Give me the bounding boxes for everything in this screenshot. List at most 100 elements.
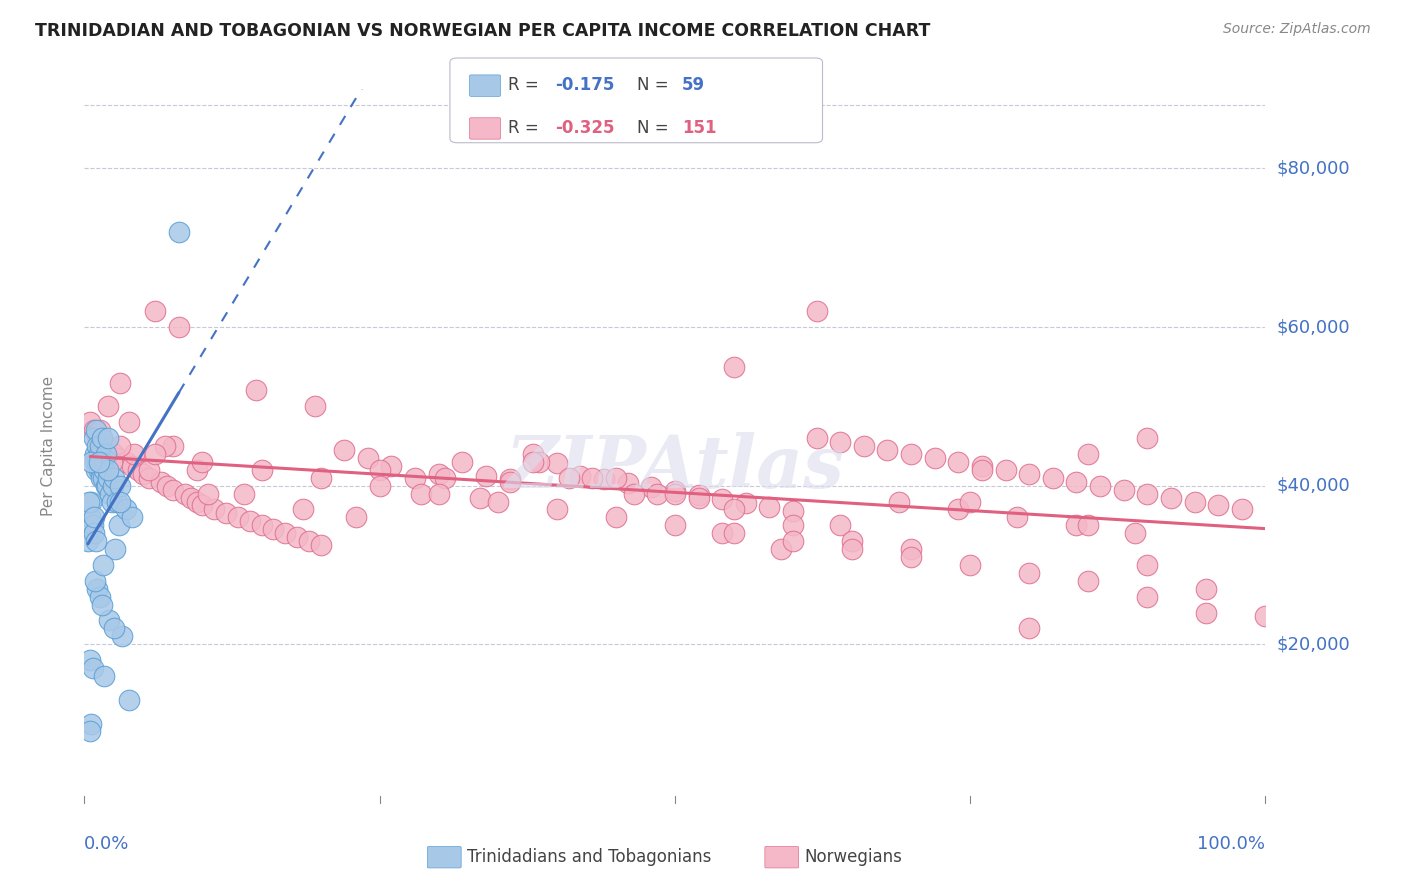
Point [1077,518,1099,533]
Point [291,502,314,516]
Point [91,431,114,445]
Point [948,455,970,469]
Point [309,471,332,485]
Point [118,415,141,429]
Point [309,538,332,552]
Point [409,486,432,500]
Point [84,427,107,442]
Point [1195,606,1218,620]
Point [96,478,118,492]
Point [357,450,380,465]
Point [191,455,214,469]
Point [167,320,190,334]
Point [84,574,107,588]
Point [82,518,104,533]
Point [111,629,134,643]
Point [427,486,450,500]
Point [250,518,273,533]
Point [830,435,852,450]
Point [226,510,249,524]
Point [1254,609,1277,624]
Point [239,514,262,528]
Point [197,486,219,500]
Point [121,510,143,524]
Point [138,471,160,485]
Point [138,463,160,477]
Point [83,526,105,541]
Point [959,494,981,508]
Point [1160,491,1182,505]
Point [180,491,202,505]
Point [900,447,922,461]
Point [98,486,121,500]
Point [1018,621,1040,635]
Point [202,502,225,516]
Point [122,447,145,461]
Point [86,439,108,453]
Point [830,518,852,533]
Point [86,455,108,469]
Point [1088,478,1111,492]
Point [723,359,745,374]
Point [89,439,111,453]
Text: TRINIDADIAN AND TOBAGONIAN VS NORWEGIAN PER CAPITA INCOME CORRELATION CHART: TRINIDADIAN AND TOBAGONIAN VS NORWEGIAN … [35,22,931,40]
Point [274,526,297,541]
Point [94,478,117,492]
Point [723,502,745,516]
Point [640,480,662,494]
Point [91,471,114,485]
Text: 0.0%: 0.0% [84,835,129,853]
Point [83,423,105,437]
Point [889,494,911,508]
Text: Source: ZipAtlas.com: Source: ZipAtlas.com [1223,22,1371,37]
Point [1112,483,1135,497]
Point [127,463,149,477]
Text: ZIPAtlas: ZIPAtlas [506,432,844,503]
Text: Norwegians: Norwegians [804,848,903,866]
Point [924,450,946,465]
Point [1206,499,1229,513]
Point [87,463,110,477]
Point [782,504,804,518]
Text: $60,000: $60,000 [1277,318,1350,336]
Point [841,542,863,557]
Point [79,415,101,429]
Text: $80,000: $80,000 [1277,160,1350,178]
Point [1018,566,1040,580]
Point [782,518,804,533]
Point [94,439,117,453]
Point [368,478,391,492]
Point [121,458,143,473]
Point [162,483,184,497]
Point [1042,471,1064,485]
Point [475,469,498,483]
Point [994,463,1017,477]
Point [711,492,734,507]
Point [333,442,356,457]
Text: 59: 59 [682,76,704,94]
Point [100,455,122,469]
Point [723,526,745,541]
Point [91,435,114,450]
Point [108,376,131,390]
Point [79,653,101,667]
Point [688,491,710,505]
Point [623,486,645,500]
Point [108,494,131,508]
Point [344,510,367,524]
Point [1195,582,1218,596]
Point [782,534,804,549]
Point [79,724,101,739]
Point [427,467,450,481]
Text: 100.0%: 100.0% [1198,835,1265,853]
Point [852,439,875,453]
Point [304,400,326,414]
Point [959,558,981,572]
Point [605,471,627,485]
Point [191,499,214,513]
Point [77,494,100,508]
Point [581,471,603,485]
Point [1136,431,1159,445]
Point [841,534,863,549]
Point [758,500,780,514]
